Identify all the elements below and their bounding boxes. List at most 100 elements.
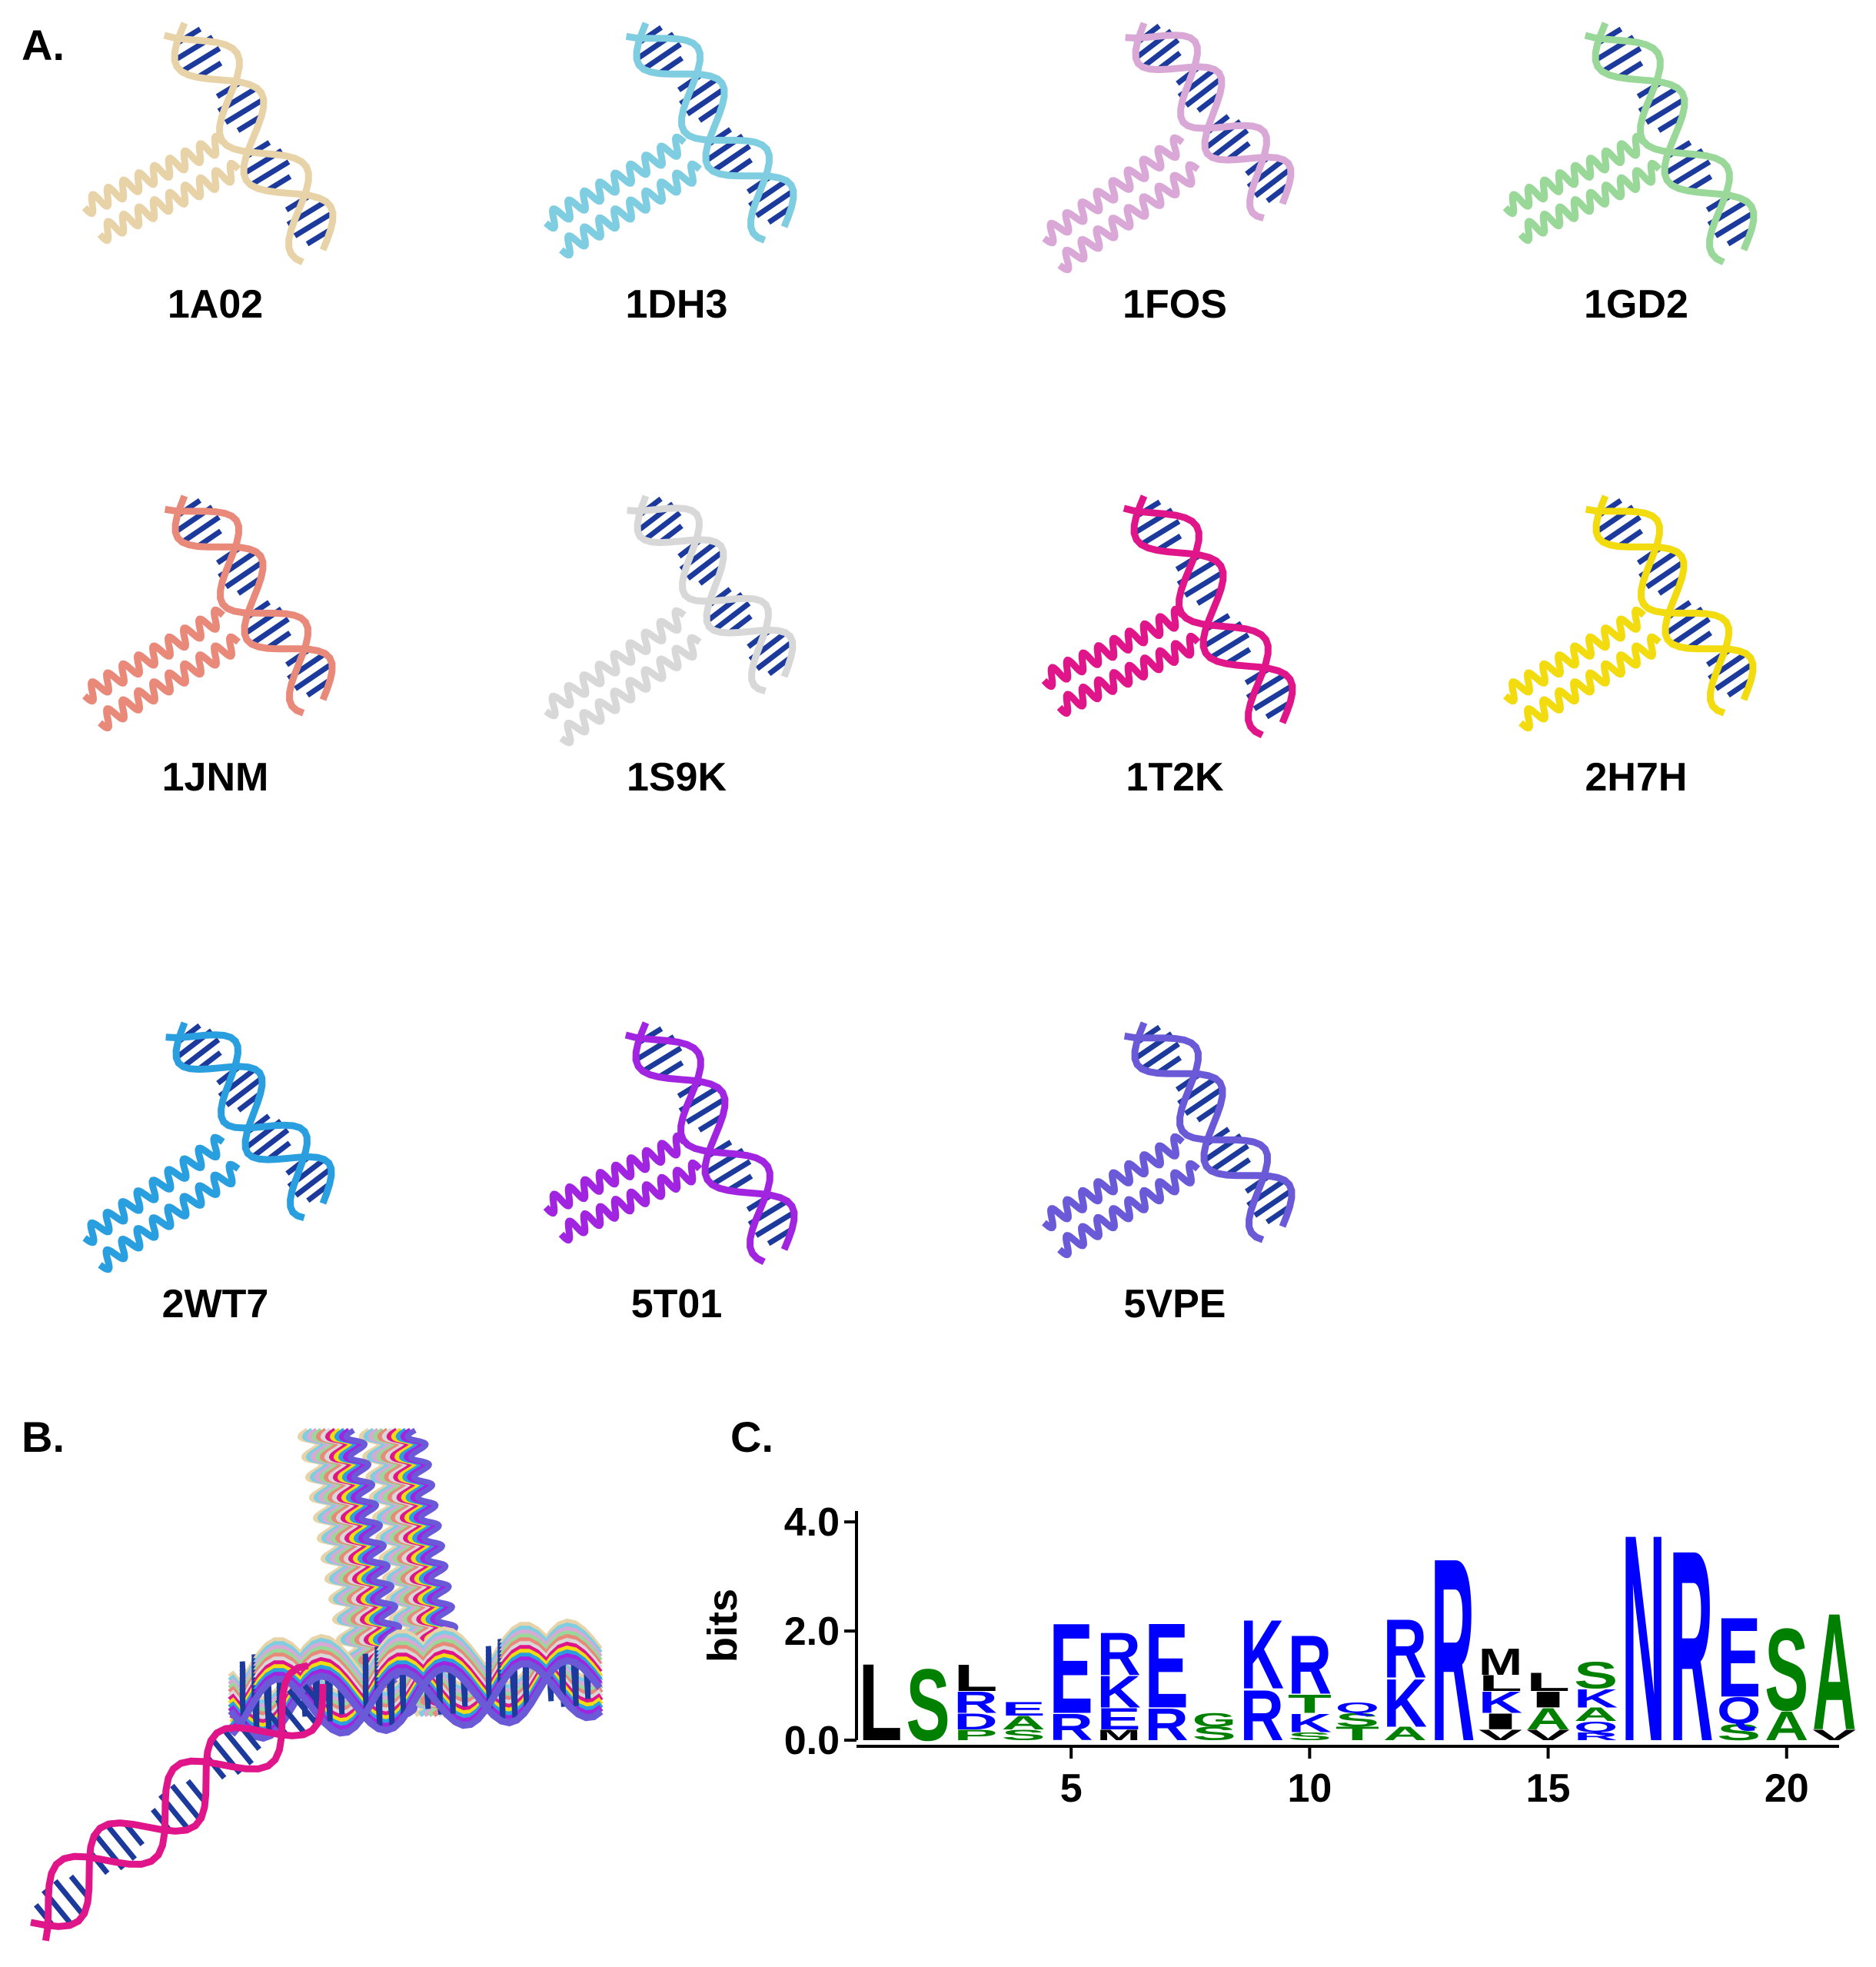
structure: [82, 494, 336, 732]
base-pair: [685, 1097, 727, 1125]
protein-helix: [1503, 606, 1646, 705]
base-pair: [1253, 166, 1292, 198]
structure-overlay: [30, 1427, 604, 1942]
structure-name: 1A02: [168, 282, 263, 327]
base-pair: [294, 1166, 333, 1198]
dna-backbone: [165, 1031, 311, 1222]
base-pair: [170, 1783, 203, 1822]
protein-helix: [1042, 1133, 1185, 1232]
dna-backbone: [1592, 494, 1757, 701]
logo-letter: T: [1335, 1723, 1379, 1744]
base-pair: [1715, 661, 1755, 691]
logo-letter: K: [1240, 1600, 1284, 1710]
base-pair: [570, 1661, 579, 1706]
logo-letter: S: [1574, 1655, 1618, 1697]
logo-letter: Q: [1574, 1719, 1618, 1736]
structure-name: 1DH3: [626, 282, 728, 327]
base-pair: [1184, 1086, 1224, 1117]
dna-backbone: [164, 505, 311, 717]
dna-backbone: [633, 22, 797, 228]
base-pair: [293, 210, 334, 238]
panel-label: A.: [22, 21, 65, 69]
logo-letter: A: [1812, 1578, 1856, 1765]
structure: [1042, 1021, 1296, 1259]
base-pair: [250, 617, 290, 647]
base-pair: [53, 1879, 86, 1918]
protein-helix: [81, 132, 226, 218]
x-tick-label: 5: [1060, 1766, 1083, 1811]
base-pair: [387, 1684, 395, 1729]
base-pair: [643, 511, 682, 543]
logo-letter: Q: [1717, 1690, 1761, 1732]
logo-letter: M: [1479, 1641, 1522, 1683]
logo-letter: L: [954, 1658, 998, 1700]
base-pair: [264, 1692, 272, 1737]
dna-backbone: [163, 32, 312, 266]
structure-name: 1GD2: [1584, 282, 1688, 327]
base-pair: [249, 159, 291, 188]
protein-helix: [1518, 159, 1662, 245]
logo-letter: Q: [1335, 1699, 1379, 1716]
base-pair: [754, 1210, 796, 1238]
logo-letter: R: [1288, 1619, 1332, 1712]
protein-helix: [544, 607, 687, 720]
protein-helix: [82, 1133, 225, 1246]
logo-letter: R: [1097, 1620, 1141, 1688]
protein-helix: [558, 1159, 703, 1244]
logo-letter: R: [1431, 1503, 1475, 1796]
y-tick-label: 0.0: [784, 1719, 840, 1763]
y-tick-label: 4.0: [784, 1500, 840, 1545]
logo-letter: P: [954, 1726, 998, 1743]
logo-letter: N: [1622, 1473, 1665, 1803]
logo-letter: S: [1717, 1719, 1761, 1745]
logo-letter: G: [1192, 1709, 1236, 1730]
protein-helix: [543, 1132, 687, 1217]
base-pair: [221, 1727, 254, 1766]
base-pair: [447, 1669, 456, 1714]
logo-letter: L: [858, 1642, 902, 1765]
protein-helix: [1057, 161, 1200, 274]
logo-letter: V: [1526, 1726, 1571, 1743]
logo-letter: R: [1383, 1603, 1427, 1696]
logo-letter: A: [1002, 1712, 1046, 1733]
base-pair: [225, 559, 264, 590]
protein-helix: [1057, 1160, 1200, 1259]
structure: [1503, 494, 1757, 732]
logo-letter: S: [1335, 1709, 1379, 1730]
structure-name: 2H7H: [1585, 755, 1688, 800]
base-pair: [1645, 559, 1685, 590]
dna-backbone: [1132, 22, 1295, 205]
structure: [543, 1021, 798, 1266]
structure: [1502, 22, 1758, 266]
protein-helix: [1502, 132, 1647, 218]
base-pair: [181, 1037, 221, 1070]
base-pair: [686, 549, 725, 581]
structure: [544, 22, 797, 259]
logo-letter: I: [1479, 1709, 1522, 1734]
base-pair: [324, 1676, 333, 1722]
dna-backbone: [1592, 22, 1758, 251]
protein-helix: [82, 606, 225, 705]
logo-letter: I: [1526, 1687, 1570, 1712]
structure-name: 1S9K: [627, 755, 727, 800]
base-pair: [105, 1822, 138, 1861]
base-pair: [755, 188, 795, 218]
protein-helix: [544, 133, 687, 232]
dna-backbone: [228, 1656, 603, 1742]
base-pair: [642, 42, 682, 72]
structure-name: 1JNM: [162, 755, 269, 800]
panel-label: B.: [22, 1413, 65, 1461]
logo-letter: M: [1097, 1726, 1141, 1743]
dna-backbone: [632, 1021, 798, 1251]
dna-backbone: [171, 494, 336, 701]
dna-backbone: [1584, 32, 1733, 266]
logo-letter: S: [1288, 1730, 1332, 1743]
base-pair: [712, 601, 751, 633]
base-pair: [1253, 1188, 1293, 1218]
logo-letter: E: [1097, 1702, 1141, 1736]
dna-backbone: [171, 22, 337, 251]
base-pair: [1645, 97, 1686, 125]
base-pair: [711, 144, 751, 174]
dna-backbone: [1125, 32, 1270, 222]
